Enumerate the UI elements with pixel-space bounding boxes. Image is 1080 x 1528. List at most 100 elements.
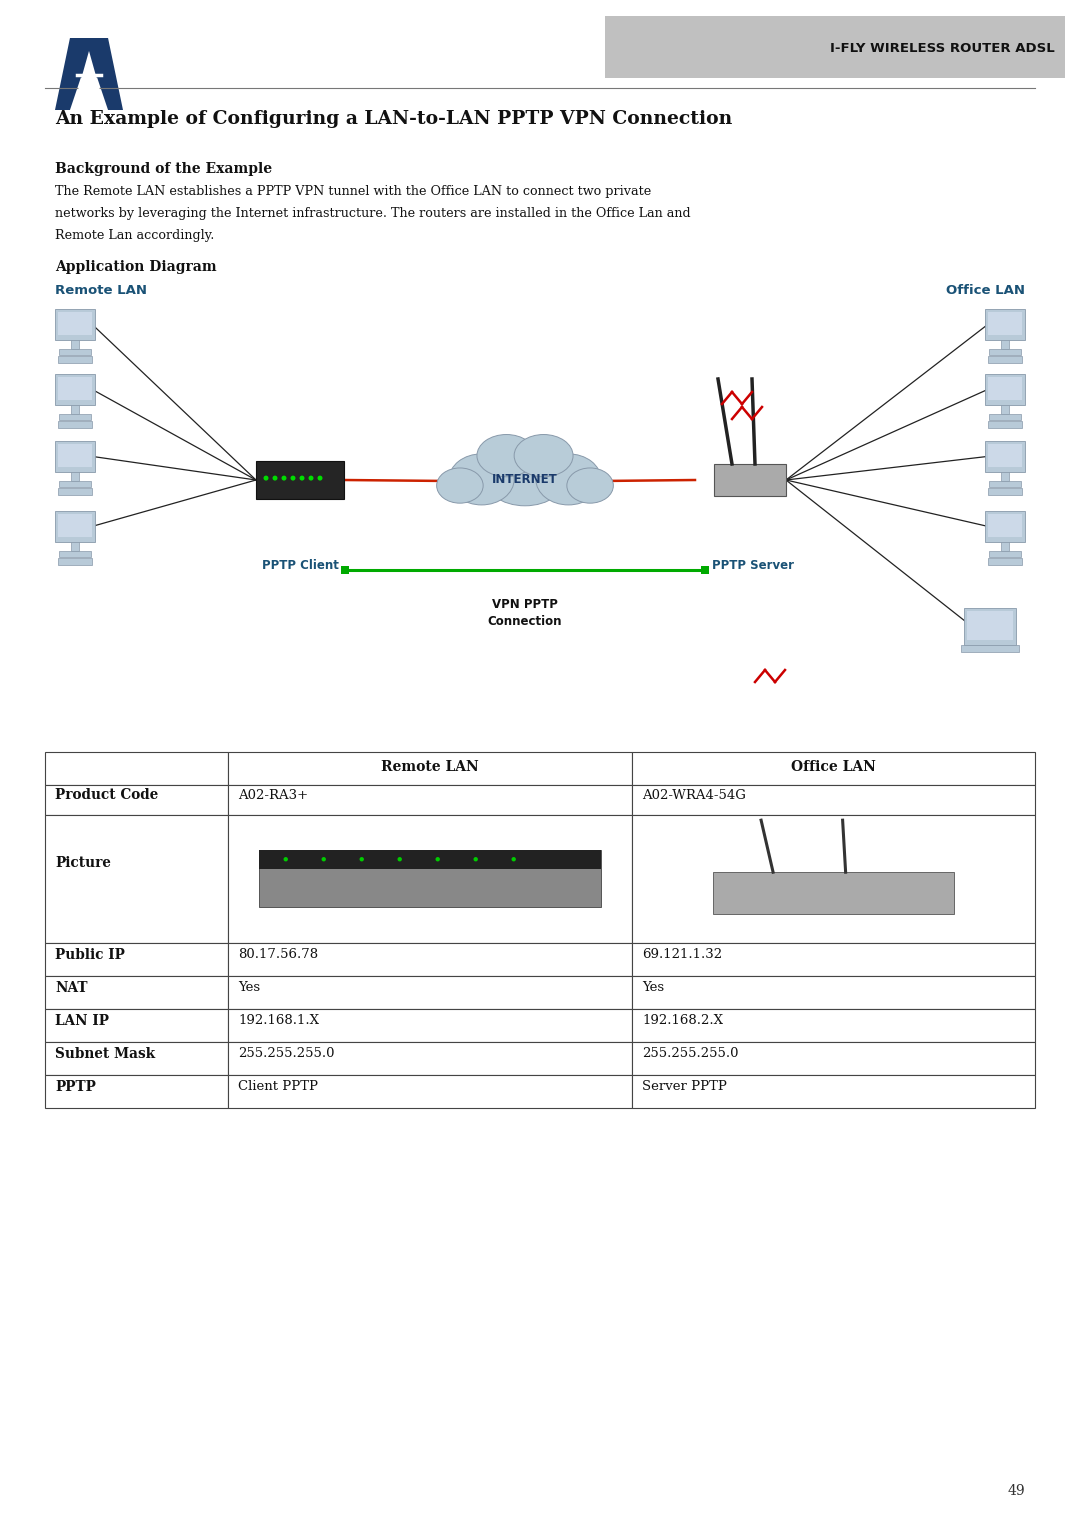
FancyBboxPatch shape xyxy=(714,465,786,497)
FancyBboxPatch shape xyxy=(632,1042,1035,1076)
FancyBboxPatch shape xyxy=(228,943,632,976)
FancyBboxPatch shape xyxy=(632,943,1035,976)
Text: PPTP Server: PPTP Server xyxy=(712,559,794,571)
Text: 192.168.1.X: 192.168.1.X xyxy=(239,1015,320,1027)
Ellipse shape xyxy=(449,454,514,504)
FancyBboxPatch shape xyxy=(55,309,95,341)
Circle shape xyxy=(272,475,278,481)
Text: INTERNET: INTERNET xyxy=(492,472,558,486)
FancyBboxPatch shape xyxy=(58,377,92,400)
Text: 69.121.1.32: 69.121.1.32 xyxy=(643,947,723,961)
FancyBboxPatch shape xyxy=(988,445,1022,468)
Text: Office LAN: Office LAN xyxy=(791,759,876,773)
FancyBboxPatch shape xyxy=(989,350,1021,354)
Polygon shape xyxy=(55,38,123,110)
FancyBboxPatch shape xyxy=(713,872,955,914)
Text: The Remote LAN establishes a PPTP VPN tunnel with the Office LAN to connect two : The Remote LAN establishes a PPTP VPN tu… xyxy=(55,185,651,199)
FancyBboxPatch shape xyxy=(988,356,1022,364)
FancyBboxPatch shape xyxy=(71,472,79,481)
FancyBboxPatch shape xyxy=(963,608,1016,645)
Circle shape xyxy=(397,857,402,862)
FancyBboxPatch shape xyxy=(1001,341,1009,350)
FancyBboxPatch shape xyxy=(988,377,1022,400)
Circle shape xyxy=(284,857,288,862)
FancyBboxPatch shape xyxy=(701,565,708,575)
FancyBboxPatch shape xyxy=(45,976,228,1008)
Text: An Example of Configuring a LAN-to-LAN PPTP VPN Connection: An Example of Configuring a LAN-to-LAN P… xyxy=(55,110,732,128)
FancyBboxPatch shape xyxy=(605,15,1065,78)
Ellipse shape xyxy=(477,434,536,477)
FancyBboxPatch shape xyxy=(632,1076,1035,1108)
Ellipse shape xyxy=(514,434,573,477)
FancyBboxPatch shape xyxy=(45,1042,228,1076)
FancyBboxPatch shape xyxy=(228,1076,632,1108)
Text: Product Code: Product Code xyxy=(55,788,159,802)
FancyBboxPatch shape xyxy=(59,552,91,556)
Text: Subnet Mask: Subnet Mask xyxy=(55,1047,156,1060)
FancyBboxPatch shape xyxy=(228,785,632,814)
Text: Remote LAN: Remote LAN xyxy=(55,284,147,296)
Text: 255.255.255.0: 255.255.255.0 xyxy=(643,1047,739,1060)
Ellipse shape xyxy=(536,454,600,504)
FancyBboxPatch shape xyxy=(988,558,1022,565)
FancyBboxPatch shape xyxy=(228,814,632,943)
FancyBboxPatch shape xyxy=(985,309,1025,341)
Ellipse shape xyxy=(483,445,568,506)
Text: PPTP Client: PPTP Client xyxy=(262,559,339,571)
Circle shape xyxy=(322,857,326,862)
Text: LAN IP: LAN IP xyxy=(55,1013,109,1027)
FancyBboxPatch shape xyxy=(988,420,1022,428)
FancyBboxPatch shape xyxy=(988,312,1022,335)
Text: A02-WRA4-54G: A02-WRA4-54G xyxy=(643,788,746,802)
Text: 49: 49 xyxy=(1008,1484,1025,1497)
Circle shape xyxy=(360,857,364,862)
FancyBboxPatch shape xyxy=(988,487,1022,495)
Text: Yes: Yes xyxy=(643,981,664,995)
Text: Server PPTP: Server PPTP xyxy=(643,1080,727,1093)
Text: NAT: NAT xyxy=(55,981,87,995)
Circle shape xyxy=(473,857,478,862)
Text: networks by leveraging the Internet infrastructure. The routers are installed in: networks by leveraging the Internet infr… xyxy=(55,206,690,220)
FancyBboxPatch shape xyxy=(985,374,1025,405)
FancyBboxPatch shape xyxy=(961,645,1020,652)
FancyBboxPatch shape xyxy=(341,565,349,575)
FancyBboxPatch shape xyxy=(71,405,79,414)
FancyBboxPatch shape xyxy=(1001,405,1009,414)
FancyBboxPatch shape xyxy=(45,814,228,943)
FancyBboxPatch shape xyxy=(45,943,228,976)
Polygon shape xyxy=(75,50,104,104)
Circle shape xyxy=(291,475,296,481)
FancyBboxPatch shape xyxy=(58,558,92,565)
FancyBboxPatch shape xyxy=(632,814,1035,943)
FancyBboxPatch shape xyxy=(59,350,91,354)
FancyBboxPatch shape xyxy=(228,976,632,1008)
Text: Picture: Picture xyxy=(55,856,111,869)
FancyBboxPatch shape xyxy=(989,481,1021,487)
Circle shape xyxy=(299,475,305,481)
FancyBboxPatch shape xyxy=(259,850,602,868)
FancyBboxPatch shape xyxy=(55,510,95,542)
Text: Office LAN: Office LAN xyxy=(946,284,1025,296)
FancyBboxPatch shape xyxy=(989,552,1021,556)
FancyBboxPatch shape xyxy=(985,440,1025,472)
FancyBboxPatch shape xyxy=(985,510,1025,542)
Text: I-FLY WIRELESS ROUTER ADSL: I-FLY WIRELESS ROUTER ADSL xyxy=(831,41,1055,55)
FancyBboxPatch shape xyxy=(71,542,79,552)
FancyBboxPatch shape xyxy=(988,513,1022,538)
FancyBboxPatch shape xyxy=(58,420,92,428)
Text: PPTP: PPTP xyxy=(55,1080,96,1094)
Text: A02-RA3+: A02-RA3+ xyxy=(239,788,308,802)
Ellipse shape xyxy=(436,468,483,503)
FancyBboxPatch shape xyxy=(58,513,92,538)
FancyBboxPatch shape xyxy=(45,1008,228,1042)
Text: Client PPTP: Client PPTP xyxy=(239,1080,319,1093)
Ellipse shape xyxy=(567,468,613,503)
FancyBboxPatch shape xyxy=(632,752,1035,785)
FancyBboxPatch shape xyxy=(259,850,602,908)
FancyBboxPatch shape xyxy=(58,312,92,335)
FancyBboxPatch shape xyxy=(256,461,345,500)
Circle shape xyxy=(435,857,440,862)
FancyBboxPatch shape xyxy=(58,356,92,364)
FancyBboxPatch shape xyxy=(45,752,228,785)
Text: 255.255.255.0: 255.255.255.0 xyxy=(239,1047,335,1060)
